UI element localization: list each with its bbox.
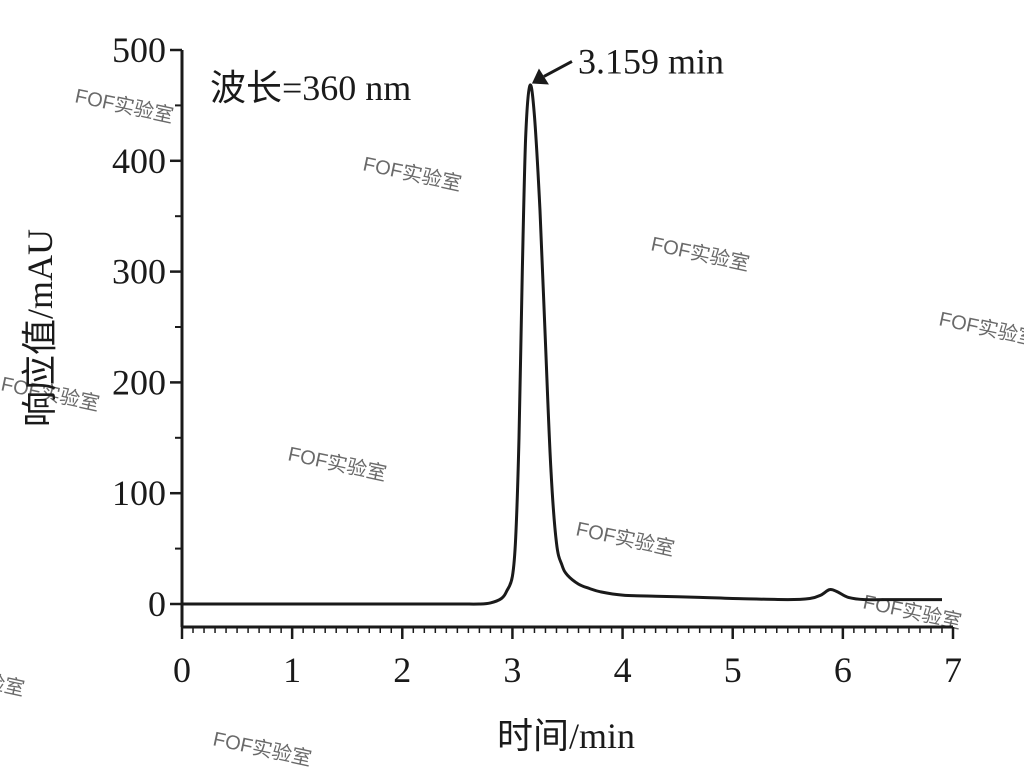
tick-marks xyxy=(170,50,953,639)
x-axis-label: 时间/min xyxy=(497,716,635,756)
x-tick-label: 4 xyxy=(614,650,632,690)
y-tick-label: 300 xyxy=(112,252,166,292)
y-tick-label: 0 xyxy=(148,584,166,624)
watermark: FOF实验室 xyxy=(286,442,389,485)
y-tick-label: 400 xyxy=(112,141,166,181)
x-tick-label: 5 xyxy=(724,650,742,690)
y-tick-label: 100 xyxy=(112,473,166,513)
x-tick-label: 7 xyxy=(944,650,962,690)
series-layer xyxy=(182,85,942,604)
x-tick-label: 3 xyxy=(503,650,521,690)
peak-arrow-shaft xyxy=(544,61,572,76)
x-tick-label: 2 xyxy=(393,650,411,690)
watermark: FOF实验室 xyxy=(0,657,27,700)
watermark: FOF实验室 xyxy=(937,307,1024,350)
watermark: FOF实验室 xyxy=(73,84,176,127)
y-tick-label: 200 xyxy=(112,362,166,402)
wavelength-annotation: 波长=360 nm xyxy=(210,68,411,108)
chromatogram-line xyxy=(182,85,942,604)
x-tick-label: 6 xyxy=(834,650,852,690)
watermark: FOF实验室 xyxy=(211,727,314,770)
watermark: FOF实验室 xyxy=(361,152,464,195)
x-tick-label: 1 xyxy=(283,650,301,690)
y-tick-label: 500 xyxy=(112,30,166,70)
watermark: FOF实验室 xyxy=(649,232,752,275)
axes xyxy=(182,50,953,627)
peak-time-label: 3.159 min xyxy=(578,41,724,81)
y-axis-label: 响应值/mAU xyxy=(20,229,60,427)
peak-annotation: 3.159 min xyxy=(532,41,724,84)
x-tick-label: 0 xyxy=(173,650,191,690)
watermark: FOF实验室 xyxy=(574,517,677,560)
